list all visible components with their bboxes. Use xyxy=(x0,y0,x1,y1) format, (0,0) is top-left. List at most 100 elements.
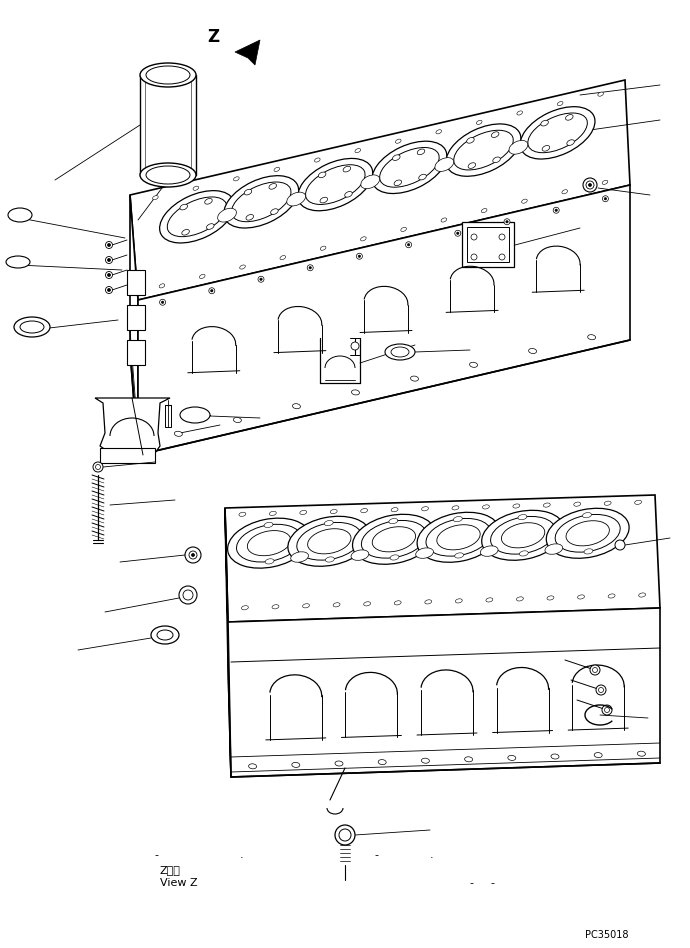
Circle shape xyxy=(106,242,112,248)
Ellipse shape xyxy=(239,512,246,517)
Ellipse shape xyxy=(508,756,516,760)
Ellipse shape xyxy=(303,604,310,608)
Circle shape xyxy=(471,234,477,240)
Ellipse shape xyxy=(464,757,473,762)
Ellipse shape xyxy=(140,63,196,87)
Ellipse shape xyxy=(502,522,545,548)
Ellipse shape xyxy=(446,124,521,176)
Ellipse shape xyxy=(380,148,439,187)
Circle shape xyxy=(604,197,607,200)
Ellipse shape xyxy=(455,599,462,603)
Ellipse shape xyxy=(378,759,386,765)
Polygon shape xyxy=(130,195,138,455)
Ellipse shape xyxy=(140,163,196,187)
Circle shape xyxy=(189,551,197,559)
Ellipse shape xyxy=(233,417,242,423)
Polygon shape xyxy=(228,608,660,777)
Ellipse shape xyxy=(452,506,459,510)
Circle shape xyxy=(555,210,558,211)
Ellipse shape xyxy=(361,175,380,189)
Circle shape xyxy=(209,288,215,294)
Ellipse shape xyxy=(542,145,550,151)
Ellipse shape xyxy=(394,601,401,605)
Circle shape xyxy=(504,219,510,225)
Circle shape xyxy=(358,255,361,258)
Ellipse shape xyxy=(20,321,44,333)
Ellipse shape xyxy=(372,141,447,193)
Ellipse shape xyxy=(246,214,253,220)
Ellipse shape xyxy=(639,592,646,597)
Ellipse shape xyxy=(608,593,615,598)
Bar xyxy=(462,222,514,267)
Circle shape xyxy=(506,221,509,223)
Circle shape xyxy=(161,301,164,303)
Ellipse shape xyxy=(437,524,480,550)
Ellipse shape xyxy=(152,195,158,200)
Circle shape xyxy=(307,264,313,271)
Ellipse shape xyxy=(175,431,182,436)
Ellipse shape xyxy=(335,761,343,766)
Ellipse shape xyxy=(422,758,429,763)
Ellipse shape xyxy=(528,113,587,153)
Ellipse shape xyxy=(582,513,591,518)
Ellipse shape xyxy=(546,508,629,558)
Ellipse shape xyxy=(529,349,537,354)
Ellipse shape xyxy=(265,558,274,564)
Ellipse shape xyxy=(578,595,584,599)
Ellipse shape xyxy=(300,510,307,515)
Ellipse shape xyxy=(566,520,609,546)
Ellipse shape xyxy=(486,598,493,602)
Circle shape xyxy=(108,244,110,246)
Circle shape xyxy=(185,547,201,563)
Ellipse shape xyxy=(333,603,340,607)
Circle shape xyxy=(258,276,264,283)
Ellipse shape xyxy=(193,186,199,191)
Ellipse shape xyxy=(159,191,235,243)
Ellipse shape xyxy=(513,504,520,508)
Ellipse shape xyxy=(393,155,400,160)
Ellipse shape xyxy=(274,168,279,172)
Circle shape xyxy=(499,234,505,240)
Ellipse shape xyxy=(466,137,474,143)
Ellipse shape xyxy=(417,512,500,562)
Ellipse shape xyxy=(551,754,559,759)
Circle shape xyxy=(586,181,594,189)
Bar xyxy=(100,448,155,463)
Text: -: - xyxy=(490,878,494,888)
Circle shape xyxy=(407,244,410,246)
Ellipse shape xyxy=(509,140,528,155)
Ellipse shape xyxy=(199,274,205,279)
Circle shape xyxy=(108,288,110,291)
Ellipse shape xyxy=(233,176,239,181)
Ellipse shape xyxy=(602,180,608,185)
Ellipse shape xyxy=(270,209,278,214)
Circle shape xyxy=(455,230,461,236)
Ellipse shape xyxy=(435,157,454,172)
Ellipse shape xyxy=(541,120,549,126)
Ellipse shape xyxy=(237,524,302,562)
Ellipse shape xyxy=(635,501,642,504)
Text: PC35018: PC35018 xyxy=(585,930,629,940)
Bar xyxy=(127,305,145,330)
Circle shape xyxy=(499,254,505,260)
Ellipse shape xyxy=(324,520,333,526)
Ellipse shape xyxy=(6,256,30,268)
Ellipse shape xyxy=(292,762,299,768)
Polygon shape xyxy=(130,80,630,300)
Ellipse shape xyxy=(389,519,397,523)
Circle shape xyxy=(260,278,262,281)
Ellipse shape xyxy=(248,764,257,769)
Circle shape xyxy=(553,208,559,213)
Circle shape xyxy=(598,687,604,692)
Ellipse shape xyxy=(455,553,464,558)
Ellipse shape xyxy=(157,630,173,640)
Text: .: . xyxy=(430,850,433,860)
Circle shape xyxy=(159,300,166,305)
Ellipse shape xyxy=(493,157,500,163)
Circle shape xyxy=(583,178,597,192)
Ellipse shape xyxy=(364,602,371,606)
Circle shape xyxy=(108,259,110,262)
Ellipse shape xyxy=(604,501,611,505)
Ellipse shape xyxy=(518,515,527,520)
Circle shape xyxy=(596,685,606,695)
